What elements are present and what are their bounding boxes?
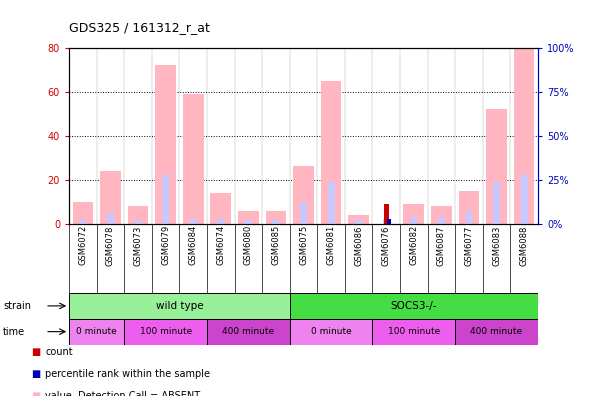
- Bar: [403, 204, 424, 224]
- Bar: [155, 65, 176, 224]
- Text: 0 minute: 0 minute: [311, 327, 352, 336]
- Text: GSM6077: GSM6077: [465, 225, 474, 265]
- Text: 100 minute: 100 minute: [139, 327, 192, 336]
- Bar: [384, 204, 389, 224]
- Text: count: count: [45, 347, 73, 358]
- Bar: [493, 182, 500, 224]
- Bar: [207, 319, 290, 345]
- Bar: [290, 293, 538, 319]
- Text: GSM6088: GSM6088: [520, 225, 529, 265]
- Bar: [69, 319, 124, 345]
- Bar: [290, 319, 373, 345]
- Text: 0 minute: 0 minute: [76, 327, 117, 336]
- Bar: [100, 171, 121, 224]
- Bar: [459, 191, 480, 224]
- Bar: [466, 211, 472, 224]
- Text: GSM6082: GSM6082: [409, 225, 418, 265]
- Bar: [349, 215, 369, 224]
- Bar: [431, 206, 452, 224]
- Bar: [373, 319, 455, 345]
- Text: ■: ■: [31, 347, 41, 358]
- Bar: [300, 202, 307, 224]
- Bar: [355, 221, 362, 224]
- Text: ■: ■: [31, 369, 41, 379]
- Bar: [328, 182, 335, 224]
- Text: 100 minute: 100 minute: [388, 327, 440, 336]
- Text: GSM6078: GSM6078: [106, 225, 115, 265]
- Bar: [410, 217, 417, 224]
- Text: 400 minute: 400 minute: [222, 327, 275, 336]
- Text: GSM6084: GSM6084: [189, 225, 198, 265]
- Bar: [183, 94, 204, 224]
- Bar: [387, 219, 391, 224]
- Bar: [321, 80, 341, 224]
- Bar: [238, 211, 258, 224]
- Text: GSM6081: GSM6081: [326, 225, 335, 265]
- Text: GSM6075: GSM6075: [299, 225, 308, 265]
- Bar: [162, 175, 169, 224]
- Bar: [190, 219, 197, 224]
- Text: GSM6073: GSM6073: [133, 225, 142, 265]
- Bar: [210, 193, 231, 224]
- Bar: [107, 213, 114, 224]
- Bar: [520, 175, 528, 224]
- Text: GSM6080: GSM6080: [244, 225, 253, 265]
- Bar: [124, 319, 207, 345]
- Text: wild type: wild type: [156, 301, 203, 311]
- Bar: [128, 206, 148, 224]
- Bar: [272, 221, 279, 224]
- Bar: [135, 221, 141, 224]
- Bar: [73, 202, 93, 224]
- Text: SOCS3-/-: SOCS3-/-: [391, 301, 437, 311]
- Bar: [266, 211, 286, 224]
- Bar: [438, 217, 445, 224]
- Text: ■: ■: [31, 391, 41, 396]
- Text: GSM6079: GSM6079: [161, 225, 170, 265]
- Text: GSM6076: GSM6076: [382, 225, 391, 265]
- Bar: [69, 293, 290, 319]
- Bar: [514, 48, 534, 224]
- Text: GSM6085: GSM6085: [272, 225, 281, 265]
- Bar: [293, 166, 314, 224]
- Bar: [383, 219, 389, 224]
- Text: strain: strain: [3, 301, 31, 311]
- Bar: [79, 221, 87, 224]
- Text: value, Detection Call = ABSENT: value, Detection Call = ABSENT: [45, 391, 200, 396]
- Text: time: time: [3, 327, 25, 337]
- Text: GDS325 / 161312_r_at: GDS325 / 161312_r_at: [69, 21, 210, 34]
- Text: GSM6074: GSM6074: [216, 225, 225, 265]
- Text: GSM6087: GSM6087: [437, 225, 446, 265]
- Text: 400 minute: 400 minute: [471, 327, 523, 336]
- Text: GSM6083: GSM6083: [492, 225, 501, 265]
- Text: GSM6072: GSM6072: [78, 225, 87, 265]
- Text: percentile rank within the sample: percentile rank within the sample: [45, 369, 210, 379]
- Bar: [486, 109, 507, 224]
- Bar: [245, 221, 252, 224]
- Text: GSM6086: GSM6086: [354, 225, 363, 265]
- Bar: [455, 319, 538, 345]
- Bar: [218, 219, 224, 224]
